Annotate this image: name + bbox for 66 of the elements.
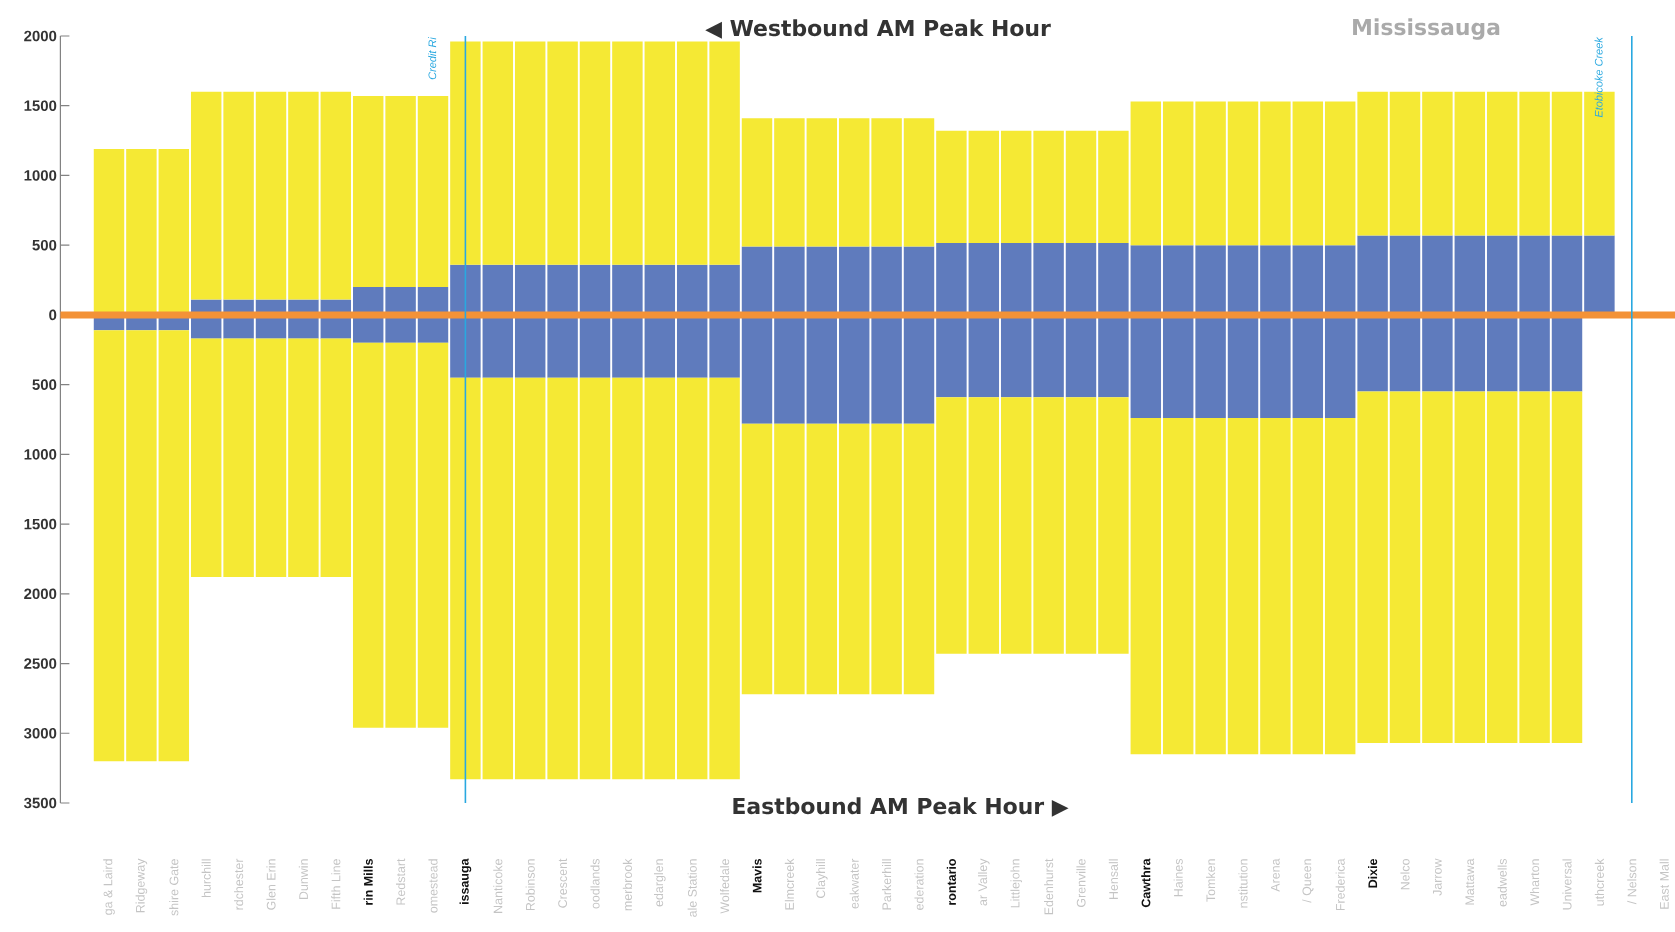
ref-line-label: Credit Ri bbox=[428, 36, 437, 80]
x-tick-label: Mavis bbox=[752, 859, 762, 893]
annotation: ◀ Westbound AM Peak Hour bbox=[705, 19, 1051, 39]
y-tick-label: 2000 bbox=[24, 30, 57, 42]
x-tick-label: eakwater bbox=[849, 858, 859, 909]
x-tick-label: ga & Laird bbox=[103, 859, 115, 915]
x-tick-label: / Nelson bbox=[1627, 859, 1637, 905]
x-tick-label: Nelco bbox=[1400, 859, 1410, 890]
ref-line-label: Etobicoke Creek bbox=[1594, 36, 1603, 118]
x-tick-label: oodlands bbox=[590, 858, 600, 909]
x-tick-label: Robinson bbox=[525, 859, 535, 911]
x-tick-label: ale Station bbox=[687, 859, 697, 917]
y-tick-label: 0 bbox=[49, 309, 57, 321]
y-tick-label: 1000 bbox=[24, 170, 57, 181]
x-tick-label: Dixie bbox=[1368, 858, 1378, 888]
y-tick-label: 1000 bbox=[24, 449, 57, 460]
x-tick-label: rdchester bbox=[234, 858, 244, 910]
x-tick-label: Grenville bbox=[1076, 859, 1086, 908]
x-tick-label: Dunwin bbox=[298, 859, 308, 900]
x-tick-label: Redstart bbox=[396, 858, 406, 905]
x-tick-label: Wharton bbox=[1530, 859, 1540, 906]
x-tick-label: Universal bbox=[1562, 859, 1572, 910]
y-tick-label: 500 bbox=[32, 239, 57, 251]
annotation: Eastbound AM Peak Hour ▶ bbox=[733, 797, 1069, 817]
x-tick-label: issauga bbox=[459, 858, 472, 905]
x-tick-label: merbrook bbox=[622, 858, 632, 911]
x-tick-label: Cawthra bbox=[1141, 858, 1151, 908]
x-tick-label: Clayhill bbox=[815, 859, 828, 899]
y-tick-label: 500 bbox=[32, 379, 57, 390]
x-tick-label: Jarrow bbox=[1433, 858, 1442, 896]
y-tick-label: 2000 bbox=[24, 588, 57, 600]
x-tick-label: Littlejohn bbox=[1010, 859, 1022, 908]
x-tick-label: Tomken bbox=[1206, 859, 1216, 902]
x-tick-label: eadwells bbox=[1497, 858, 1507, 907]
x-tick-label: Nanticoke bbox=[493, 859, 503, 913]
x-tick-label: Arena bbox=[1271, 858, 1280, 892]
x-tick-label: Glen Erin bbox=[266, 859, 276, 910]
x-tick-label: rin Mills bbox=[363, 859, 373, 905]
x-tick-label: Wolfedale bbox=[720, 859, 730, 914]
annotation: Mississauga bbox=[1353, 18, 1500, 40]
y-tick-label: 3000 bbox=[23, 727, 57, 739]
x-tick-label: Fifth Line bbox=[331, 859, 341, 909]
y-tick-label: 1500 bbox=[24, 518, 57, 530]
x-tick-label: Mattawa bbox=[1465, 858, 1475, 905]
y-tick-label: 1500 bbox=[24, 100, 57, 112]
x-tick-label: ederation bbox=[914, 859, 924, 910]
x-tick-label: uthcreek bbox=[1594, 858, 1604, 906]
x-tick-label: nstitution bbox=[1238, 859, 1248, 908]
x-tick-label: Parkerhill bbox=[882, 859, 892, 910]
x-tick-label: shire Gate bbox=[169, 859, 179, 916]
y-tick-label: 3500 bbox=[23, 797, 57, 809]
x-tick-label: ar Valley bbox=[977, 858, 990, 906]
x-tick-label: Frederica bbox=[1335, 858, 1345, 911]
x-tick-label: Ridgeway bbox=[135, 858, 148, 913]
x-tick-label: Crescent bbox=[558, 858, 568, 908]
x-tick-label: Elmcreek bbox=[784, 858, 794, 910]
x-tick-label: edarglen bbox=[653, 859, 666, 907]
x-tick-label: East Mall bbox=[1659, 859, 1669, 909]
x-tick-label: omestead bbox=[428, 859, 438, 913]
x-tick-label: rontario bbox=[946, 859, 956, 905]
y-tick-label: 2500 bbox=[24, 658, 57, 669]
x-tick-label: / Queen bbox=[1302, 859, 1314, 903]
x-tick-label: hurchill bbox=[201, 859, 211, 898]
x-tick-label: Edenhurst bbox=[1044, 858, 1054, 915]
x-tick-label: Hensall bbox=[1108, 859, 1118, 900]
x-tick-label: Haines bbox=[1173, 858, 1183, 897]
